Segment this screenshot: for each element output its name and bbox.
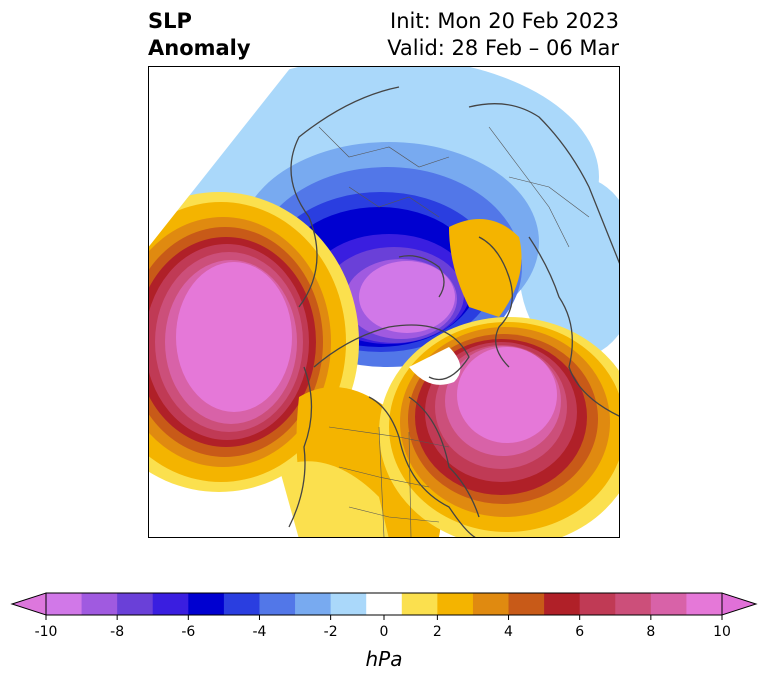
- contour-neg-9: [359, 261, 455, 333]
- colorbar-bin: [508, 593, 545, 615]
- country-borders: [318, 126, 590, 537]
- colorbar: [10, 592, 758, 620]
- map-panel: [148, 66, 620, 538]
- colorbar-bin: [330, 593, 367, 615]
- colorbar-under-arrow: [10, 592, 47, 616]
- colorbar-bin: [117, 593, 154, 615]
- colorbar-tick-label: 4: [504, 624, 513, 640]
- europe-pos-lobe: [449, 219, 522, 317]
- colorbar-tick-label: 6: [575, 624, 585, 640]
- colorbar-units: hPa: [365, 647, 403, 671]
- colorbar-bin: [188, 593, 225, 615]
- contour-neg-1-east: [519, 177, 619, 357]
- colorbar-bin: [579, 593, 616, 615]
- title-line-2: Anomaly: [148, 36, 251, 60]
- na-pos-band-light: [279, 461, 389, 537]
- colorbar-tick-label: 8: [646, 624, 656, 640]
- atlantic-pos-9: [457, 347, 557, 443]
- zero-gap: [409, 347, 461, 385]
- colorbar-bin: [650, 593, 687, 615]
- title-line-1: SLP: [148, 9, 192, 33]
- colorbar-tick-label: -8: [110, 624, 125, 640]
- colorbar-tick-label: 0: [379, 624, 389, 640]
- colorbar-tick-label: -10: [34, 624, 58, 640]
- colorbar-tick-label: -6: [181, 624, 196, 640]
- colorbar-over-arrow: [721, 592, 758, 616]
- colorbar-bin: [46, 593, 83, 615]
- colorbar-bin: [686, 593, 723, 615]
- colorbar-bin: [152, 593, 189, 615]
- colorbar-tick-label: 2: [432, 624, 442, 640]
- pacific-pos-9: [176, 262, 292, 412]
- coastlines: [288, 86, 619, 537]
- colorbar-tick-label: -4: [252, 624, 267, 640]
- map-title: SLP Anomaly: [148, 8, 251, 62]
- colorbar-tick-label: 10: [713, 624, 731, 640]
- init-valid-info: Init: Mon 20 Feb 2023 Valid: 28 Feb – 06…: [387, 8, 619, 62]
- colorbar-bin: [295, 593, 332, 615]
- colorbar-bin: [615, 593, 652, 615]
- valid-range: Valid: 28 Feb – 06 Mar: [387, 36, 619, 60]
- colorbar-bin: [401, 593, 438, 615]
- colorbar-bin: [81, 593, 118, 615]
- colorbar-bin: [223, 593, 260, 615]
- anomaly-map: [149, 67, 619, 537]
- colorbar-tick-label: -2: [323, 624, 338, 640]
- colorbar-bin: [366, 593, 403, 615]
- colorbar-bin: [437, 593, 474, 615]
- colorbar-bin: [259, 593, 296, 615]
- colorbar-bin: [544, 593, 581, 615]
- init-date: Init: Mon 20 Feb 2023: [390, 9, 619, 33]
- colorbar-bin: [472, 593, 510, 615]
